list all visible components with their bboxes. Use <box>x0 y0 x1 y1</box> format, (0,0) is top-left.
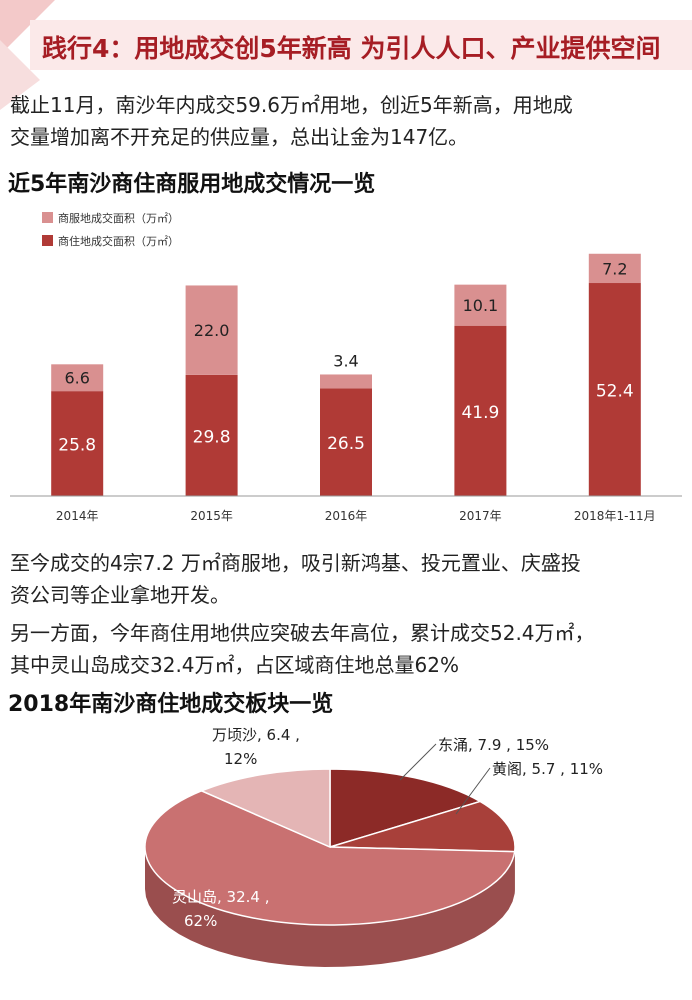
x-tick-label: 2015年 <box>190 509 233 523</box>
bar-residential <box>320 388 372 496</box>
x-tick-label: 2016年 <box>325 509 368 523</box>
bar-value-label-commercial: 22.0 <box>194 321 230 340</box>
para2-line-2: 资公司等企业拿地开发。 <box>10 583 230 607</box>
bar-value-label-residential: 26.5 <box>327 434 365 454</box>
pie-label: 灵山岛, 32.4 , <box>172 888 269 906</box>
bar-chart-title: 近5年南沙商住商服用地成交情况一览 <box>8 172 376 197</box>
bar-value-label-commercial: 6.6 <box>64 369 89 388</box>
bar-commercial <box>320 374 372 389</box>
bar-commercial <box>588 253 641 284</box>
pie-slices <box>144 768 516 926</box>
bar-value-label-commercial: 3.4 <box>333 351 358 370</box>
legend-swatch-commercial <box>42 212 53 223</box>
legend-swatch-residential <box>42 235 53 246</box>
pie-slice-side <box>145 847 515 967</box>
intro-line-1: 截止11月，南沙年内成交59.6万㎡用地，创近5年新高，用地成 <box>10 93 573 117</box>
pie-label-percent: 62% <box>184 912 217 930</box>
bar-residential <box>185 374 238 496</box>
pie-label: 黄阁, 5.7 , 11% <box>492 760 603 778</box>
pie-slice <box>144 790 516 926</box>
legend-label-commercial: 商服地成交面积（万㎡） <box>58 211 179 225</box>
intro-line-2: 交量增加离不开充足的供应量，总出让金为147亿。 <box>10 125 469 149</box>
bars-group: 25.8 6.6 29.8 22.0 26.5 3.4 41.9 10.1 52.4 7.2 <box>51 253 641 496</box>
x-tick-label: 2017年 <box>459 509 502 523</box>
pie-slice <box>329 768 483 849</box>
para2-line-1: 至今成交的4宗7.2 万㎡商服地，吸引新鸿基、投元置业、庆盛投 <box>10 551 581 575</box>
bar-residential <box>454 325 507 496</box>
bar-commercial <box>454 284 507 326</box>
bar-value-label-commercial: 7.2 <box>602 259 627 278</box>
bar-value-label-residential: 29.8 <box>193 427 231 447</box>
page-title: 践行4：用地成交创5年新高 为引人人口、产业提供空间 <box>42 34 661 63</box>
para2-line-4: 其中灵山岛成交32.4万㎡，占区域商住地总量62% <box>10 653 459 677</box>
pie-leader-line <box>455 767 491 815</box>
pie-labels: 东涌, 7.9 , 15% 黄阁, 5.7 , 11% 灵山岛, 32.4 , 62%… <box>172 726 603 930</box>
x-tick-labels: 2014年 2015年 2016年 2017年 2018年1-11月 <box>56 509 656 523</box>
bar-residential <box>588 283 641 496</box>
pie-sides <box>145 847 515 967</box>
bar-commercial <box>185 285 238 375</box>
stacked-bar-chart: 商服地成交面积（万㎡） 商住地成交面积（万㎡） 25.86.629.822.02… <box>10 211 682 523</box>
pie-label-percent: 12% <box>224 750 257 768</box>
x-tick-label: 2014年 <box>56 509 99 523</box>
bar-value-label-residential: 52.4 <box>596 382 634 402</box>
bar-value-label-commercial: 10.1 <box>463 296 499 315</box>
pie-slice <box>329 800 516 853</box>
pie-chart-title: 2018年南沙商住地成交板块一览 <box>8 692 334 717</box>
pie-label: 万顷沙, 6.4 , <box>212 726 300 744</box>
corner-decoration <box>0 0 55 110</box>
pie-chart: 东涌, 7.9 , 15% 黄阁, 5.7 , 11% 灵山岛, 32.4 , 62%… <box>144 726 603 967</box>
bar-value-label-residential: 41.9 <box>461 403 499 423</box>
pie-slice <box>199 768 331 849</box>
x-tick-label: 2018年1-11月 <box>574 509 656 523</box>
bar-residential <box>51 391 104 496</box>
para2-line-3: 另一方面，今年商住用地供应突破去年高位，累计成交52.4万㎡， <box>10 621 595 645</box>
pie-leader-line <box>399 743 437 781</box>
bar-legend: 商服地成交面积（万㎡） 商住地成交面积（万㎡） <box>42 211 179 248</box>
bar-commercial <box>51 364 104 392</box>
title-bar: 践行4：用地成交创5年新高 为引人人口、产业提供空间 <box>30 20 692 70</box>
bar-value-label-residential: 25.8 <box>58 436 96 456</box>
pie-label: 东涌, 7.9 , 15% <box>438 736 549 754</box>
legend-label-residential: 商住地成交面积（万㎡） <box>58 234 179 248</box>
